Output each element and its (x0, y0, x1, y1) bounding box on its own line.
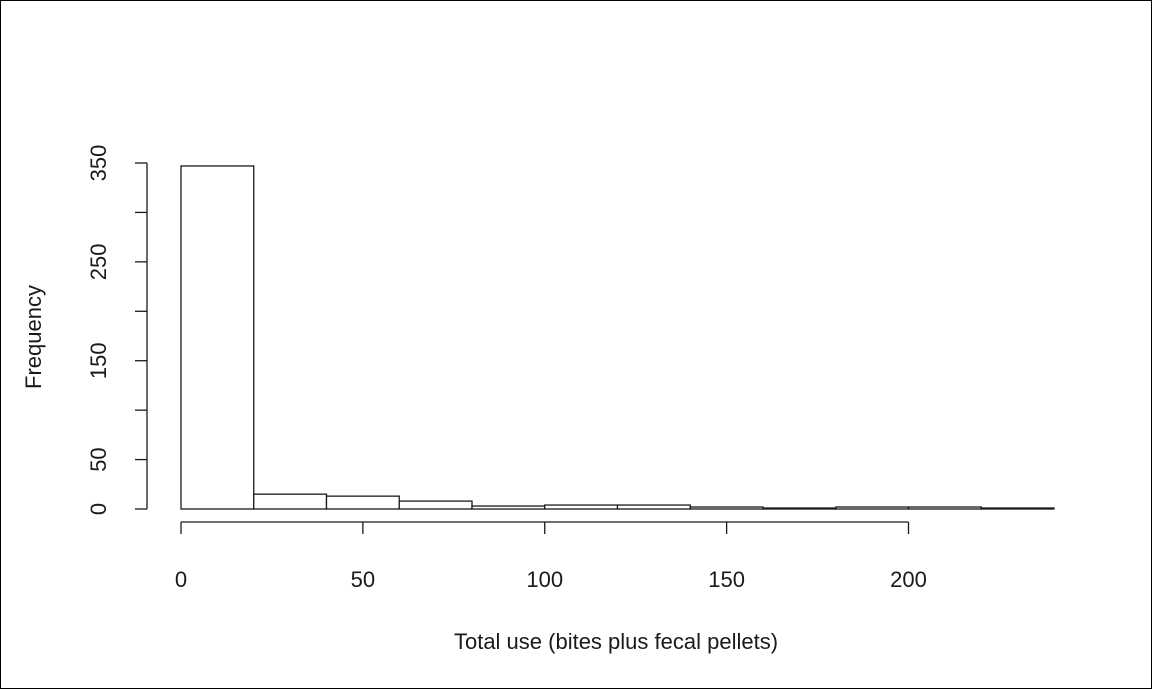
x-tick-label-0: 0 (175, 567, 187, 592)
x-tick-label-4: 200 (890, 567, 927, 592)
x-tick-label-1: 50 (351, 567, 375, 592)
y-tick-label-5: 250 (86, 243, 111, 280)
histogram-bar-5 (544, 504, 619, 510)
x-tick-label-2: 100 (526, 567, 563, 592)
histogram-bar-9 (835, 506, 910, 510)
y-tick-label-1: 50 (86, 447, 111, 471)
histogram-bar-1 (253, 493, 328, 510)
histogram-bar-8 (762, 507, 837, 510)
histogram-bar-11 (980, 507, 1055, 510)
histogram-bar-6 (616, 504, 691, 510)
x-axis-label: Total use (bites plus fecal pellets) (454, 629, 778, 654)
y-axis-label: Frequency (21, 285, 46, 389)
x-tick-label-3: 150 (708, 567, 745, 592)
y-tick-label-7: 350 (86, 145, 111, 182)
histogram-bar-3 (398, 500, 473, 510)
histogram-bar-7 (689, 506, 764, 510)
x-axis: 0 50 100 150 200 (175, 521, 927, 592)
y-tick-label-0: 0 (86, 503, 111, 515)
y-tick-label-3: 150 (86, 342, 111, 379)
histogram-bars (180, 165, 1055, 510)
histogram-bar-0 (180, 165, 255, 510)
y-axis: 0 50 150 250 350 (86, 145, 148, 515)
histogram-bar-4 (471, 505, 546, 510)
histogram-bar-2 (325, 495, 400, 510)
histogram-bar-10 (907, 506, 982, 510)
